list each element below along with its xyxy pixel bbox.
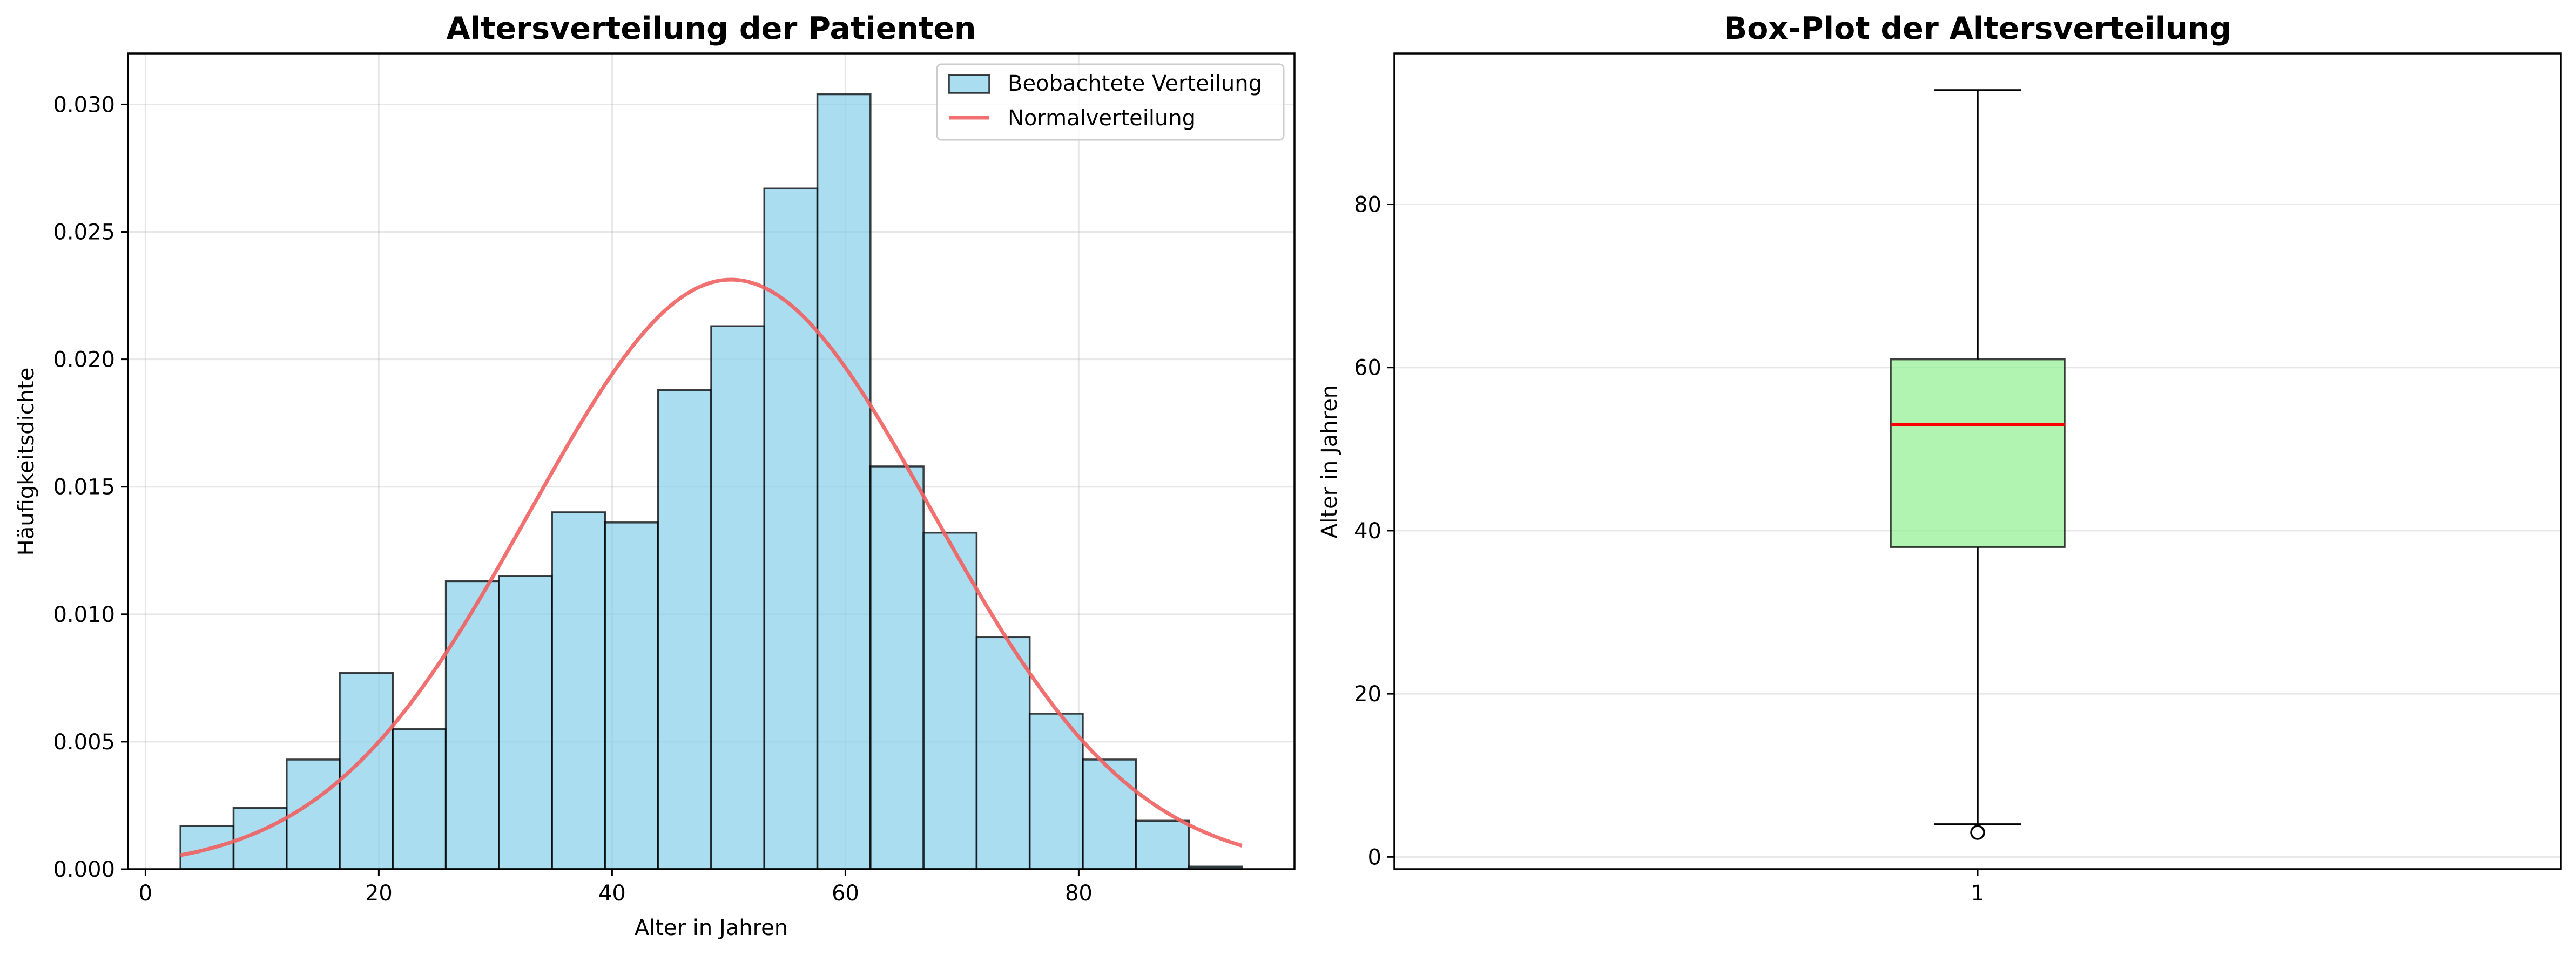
- x-tick-label: 60: [832, 881, 859, 906]
- histogram-bars: [179, 93, 1243, 870]
- histogram-bar: [922, 531, 978, 870]
- histogram-x-ticks: 0 20 40 60 80: [139, 869, 1093, 906]
- y-tick-label: 0.020: [53, 348, 115, 372]
- x-tick-label: 1: [1971, 881, 1984, 906]
- y-tick-label: 20: [1354, 682, 1381, 707]
- histogram-bar: [1082, 758, 1137, 870]
- boxplot-x-ticks: 1: [1971, 869, 1985, 906]
- y-tick-label: 60: [1354, 356, 1381, 381]
- histogram-x-label: Alter in Jahren: [635, 916, 788, 940]
- y-tick-label: 0.010: [53, 602, 115, 627]
- y-tick-label: 0.025: [53, 220, 115, 245]
- outlier-point: [1970, 825, 1985, 840]
- legend-swatch-observed: [948, 74, 990, 94]
- legend: Beobachtete Verteilung Normalverteilung: [936, 63, 1285, 141]
- y-tick-label: 0.000: [53, 857, 115, 882]
- boxplot-title: Box-Plot der Altersverteilung: [1724, 11, 2231, 46]
- histogram-axes-frame: [127, 52, 1296, 870]
- x-tick-label: 20: [365, 881, 393, 906]
- histogram-panel: 0 20 40 60 80 0.000 0.005 0.010 0.015 0.020 0.025…: [14, 11, 1296, 940]
- histogram-bar: [657, 389, 712, 870]
- histogram-bar: [551, 511, 606, 870]
- x-tick-label: 40: [598, 881, 626, 906]
- histogram-bar: [710, 325, 766, 870]
- histogram-bar: [498, 575, 553, 870]
- boxplot-marks: [1890, 89, 2066, 840]
- boxplot-y-label: Alter in Jahren: [1317, 385, 1342, 538]
- y-tick-label: 0: [1368, 845, 1381, 870]
- y-tick-label: 0.015: [53, 475, 115, 500]
- histogram-bar: [975, 636, 1031, 870]
- y-tick-label: 0.005: [53, 730, 115, 755]
- histogram-bar: [444, 580, 500, 870]
- boxplot-panel: 1 0 20 40 60 80 Box-Plot der Altersverteilun…: [1317, 11, 2562, 906]
- histogram-bar: [1028, 713, 1084, 870]
- x-tick-label: 0: [139, 881, 152, 906]
- histogram-title: Altersverteilung der Patienten: [447, 11, 976, 46]
- histogram-bar: [869, 465, 925, 870]
- histogram-y-label: Häufigkeitsdichte: [14, 368, 39, 556]
- x-tick-label: 80: [1065, 881, 1093, 906]
- histogram-bar: [392, 728, 447, 870]
- legend-label-observed: Beobachtete Verteilung: [1008, 71, 1262, 96]
- interquartile-box: [1890, 358, 2066, 548]
- boxplot-y-ticks: 0 20 40 60 80: [1354, 193, 1394, 870]
- histogram-y-ticks: 0.000 0.005 0.010 0.015 0.020 0.025 0.030: [53, 92, 128, 882]
- y-tick-label: 40: [1354, 519, 1381, 544]
- legend-label-normal: Normalverteilung: [1008, 106, 1196, 131]
- y-tick-label: 0.030: [53, 92, 115, 117]
- normal-distribution-curve: [180, 277, 1243, 857]
- y-tick-label: 80: [1354, 193, 1381, 218]
- legend-box: [936, 63, 1285, 141]
- histogram-bar: [604, 521, 659, 870]
- histogram-bar: [816, 93, 872, 870]
- histogram-bar: [1135, 819, 1190, 870]
